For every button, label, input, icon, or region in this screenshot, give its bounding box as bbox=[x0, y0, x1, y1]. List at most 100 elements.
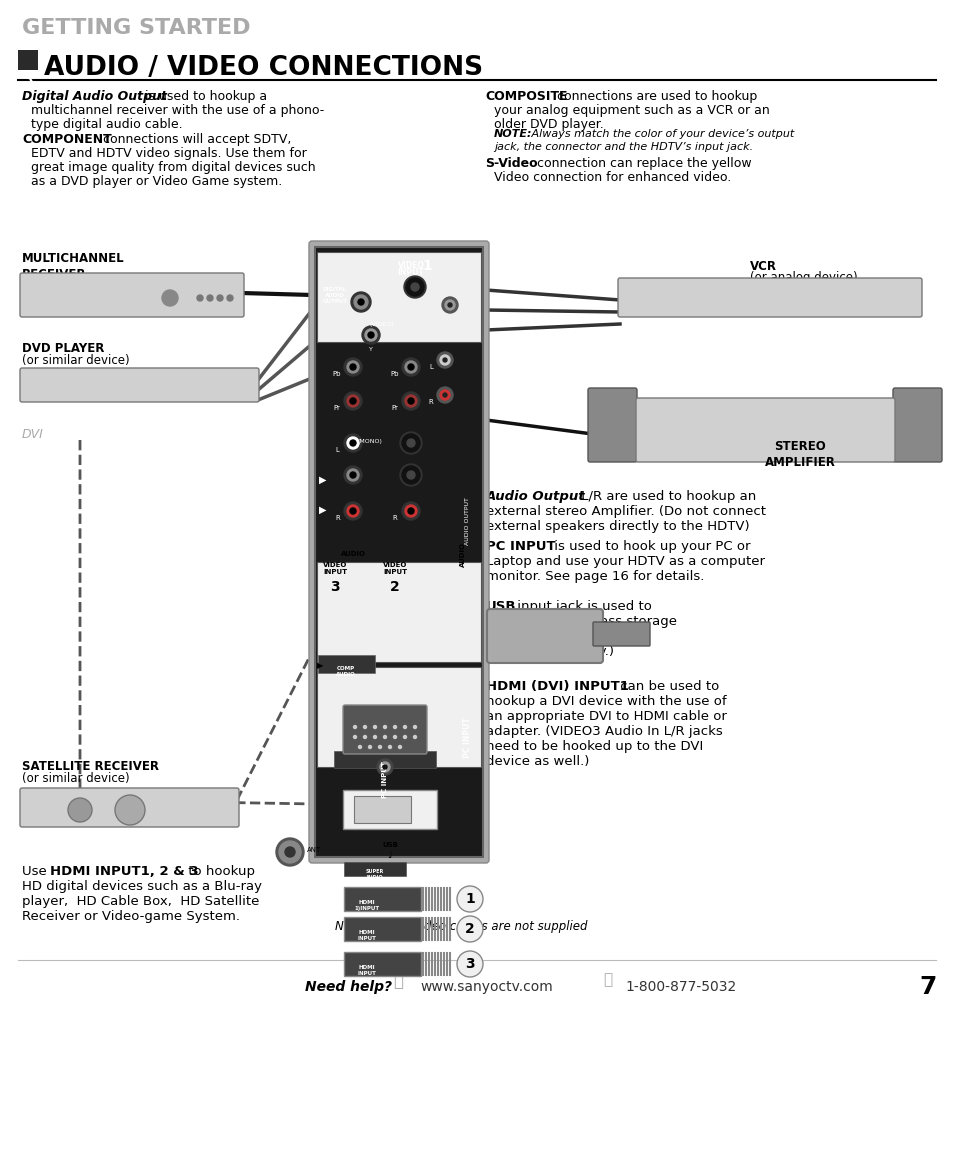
FancyBboxPatch shape bbox=[314, 247, 482, 857]
Text: connect a USB mass storage: connect a USB mass storage bbox=[485, 615, 677, 628]
Text: Receiver or Video-game System.: Receiver or Video-game System. bbox=[22, 910, 240, 923]
Circle shape bbox=[350, 364, 355, 370]
FancyBboxPatch shape bbox=[343, 705, 427, 755]
Text: Pr: Pr bbox=[334, 404, 340, 411]
Circle shape bbox=[115, 795, 145, 825]
FancyBboxPatch shape bbox=[316, 666, 480, 767]
Text: INPUT: INPUT bbox=[323, 569, 347, 575]
Text: Pr: Pr bbox=[391, 404, 398, 411]
Circle shape bbox=[401, 466, 419, 484]
Text: INPUT: INPUT bbox=[397, 268, 424, 277]
Circle shape bbox=[448, 302, 452, 307]
Circle shape bbox=[393, 726, 396, 729]
Text: INPUT: INPUT bbox=[357, 936, 376, 941]
Text: is used to hookup a: is used to hookup a bbox=[141, 90, 267, 103]
Circle shape bbox=[401, 433, 419, 452]
Circle shape bbox=[374, 726, 376, 729]
FancyBboxPatch shape bbox=[892, 388, 941, 462]
Text: HDMI: HDMI bbox=[358, 901, 375, 905]
Circle shape bbox=[350, 398, 355, 404]
Text: HDMI INPUT1, 2 & 3: HDMI INPUT1, 2 & 3 bbox=[50, 865, 198, 879]
Circle shape bbox=[382, 765, 387, 770]
Circle shape bbox=[444, 300, 455, 309]
Circle shape bbox=[285, 847, 294, 857]
Circle shape bbox=[344, 466, 361, 484]
Text: 2: 2 bbox=[390, 580, 399, 595]
FancyBboxPatch shape bbox=[343, 790, 436, 829]
Circle shape bbox=[347, 505, 358, 517]
Text: VCR: VCR bbox=[749, 260, 776, 274]
Circle shape bbox=[413, 726, 416, 729]
Text: Pb: Pb bbox=[391, 371, 399, 377]
Circle shape bbox=[344, 392, 361, 410]
Circle shape bbox=[227, 296, 233, 301]
Text: monitor. See page 16 for details.: monitor. See page 16 for details. bbox=[485, 570, 703, 583]
Circle shape bbox=[358, 745, 361, 749]
Circle shape bbox=[347, 437, 358, 449]
Text: R: R bbox=[393, 515, 397, 522]
Text: is used to hook up your PC or: is used to hook up your PC or bbox=[550, 540, 750, 553]
Text: can be used to: can be used to bbox=[616, 680, 719, 693]
Circle shape bbox=[363, 726, 366, 729]
Text: (MONO): (MONO) bbox=[357, 439, 382, 444]
Circle shape bbox=[441, 297, 457, 313]
Text: Need help?: Need help? bbox=[305, 981, 392, 994]
Circle shape bbox=[399, 432, 421, 454]
Circle shape bbox=[403, 726, 406, 729]
Circle shape bbox=[216, 296, 223, 301]
Text: adapter. (VIDEO3 Audio In L/R jacks: adapter. (VIDEO3 Audio In L/R jacks bbox=[485, 726, 722, 738]
Text: an appropriate DVI to HDMI cable or: an appropriate DVI to HDMI cable or bbox=[485, 710, 726, 723]
FancyBboxPatch shape bbox=[344, 917, 420, 941]
Circle shape bbox=[162, 290, 178, 306]
Text: DVD PLAYER: DVD PLAYER bbox=[22, 342, 104, 355]
Text: AUDIO: AUDIO bbox=[340, 551, 365, 557]
Text: 1: 1 bbox=[465, 892, 475, 906]
Text: USB FLASH
DRIVE: USB FLASH DRIVE bbox=[505, 630, 579, 659]
Text: your analog equipment such as a VCR or an: your analog equipment such as a VCR or a… bbox=[494, 104, 769, 117]
Circle shape bbox=[393, 736, 396, 738]
Circle shape bbox=[351, 292, 371, 312]
Circle shape bbox=[68, 799, 91, 822]
Text: 1)INPUT: 1)INPUT bbox=[355, 906, 379, 911]
Text: Video connection for enhanced video.: Video connection for enhanced video. bbox=[494, 172, 731, 184]
Text: great image quality from digital devices such: great image quality from digital devices… bbox=[30, 161, 315, 174]
Circle shape bbox=[408, 398, 414, 404]
Text: NOTE:: NOTE: bbox=[494, 129, 532, 139]
Text: L: L bbox=[429, 364, 433, 370]
Circle shape bbox=[361, 326, 379, 344]
Circle shape bbox=[354, 736, 356, 738]
Circle shape bbox=[405, 360, 416, 373]
Text: HDMI: HDMI bbox=[358, 965, 375, 970]
Text: DVI: DVI bbox=[22, 428, 44, 442]
Text: 2: 2 bbox=[465, 923, 475, 936]
Circle shape bbox=[388, 745, 391, 749]
Circle shape bbox=[365, 329, 376, 341]
Text: external speakers directly to the HDTV): external speakers directly to the HDTV) bbox=[485, 520, 749, 533]
Text: HD digital devices such as a Blu-ray: HD digital devices such as a Blu-ray bbox=[22, 880, 262, 892]
Circle shape bbox=[405, 395, 416, 407]
Circle shape bbox=[442, 358, 447, 362]
Text: as a DVD player or Video Game system.: as a DVD player or Video Game system. bbox=[30, 175, 282, 188]
Text: 3: 3 bbox=[330, 580, 339, 595]
Circle shape bbox=[456, 885, 482, 912]
Text: ANT: ANT bbox=[307, 847, 321, 853]
Circle shape bbox=[378, 745, 381, 749]
Text: jack, the connector and the HDTV’s input jack.: jack, the connector and the HDTV’s input… bbox=[494, 143, 752, 152]
FancyBboxPatch shape bbox=[309, 241, 489, 863]
Text: (or similar device): (or similar device) bbox=[22, 772, 130, 785]
Text: ▶: ▶ bbox=[319, 475, 327, 484]
Text: hookup a DVI device with the use of: hookup a DVI device with the use of bbox=[485, 695, 726, 708]
Text: player,  HD Cable Box,  HD Satellite: player, HD Cable Box, HD Satellite bbox=[22, 895, 259, 907]
Circle shape bbox=[376, 759, 393, 775]
Text: www.sanyoctv.com: www.sanyoctv.com bbox=[419, 981, 552, 994]
Text: R: R bbox=[428, 399, 433, 404]
FancyBboxPatch shape bbox=[636, 398, 894, 462]
Text: L/R are used to hookup an: L/R are used to hookup an bbox=[577, 490, 756, 503]
Circle shape bbox=[407, 471, 415, 479]
Text: MULTICHANNEL
RECEIVER: MULTICHANNEL RECEIVER bbox=[22, 252, 125, 280]
Text: AUDIO: AUDIO bbox=[325, 293, 345, 298]
Text: 3: 3 bbox=[465, 957, 475, 971]
Circle shape bbox=[207, 296, 213, 301]
Text: Digital Audio Output: Digital Audio Output bbox=[22, 90, 167, 103]
FancyBboxPatch shape bbox=[316, 252, 480, 342]
